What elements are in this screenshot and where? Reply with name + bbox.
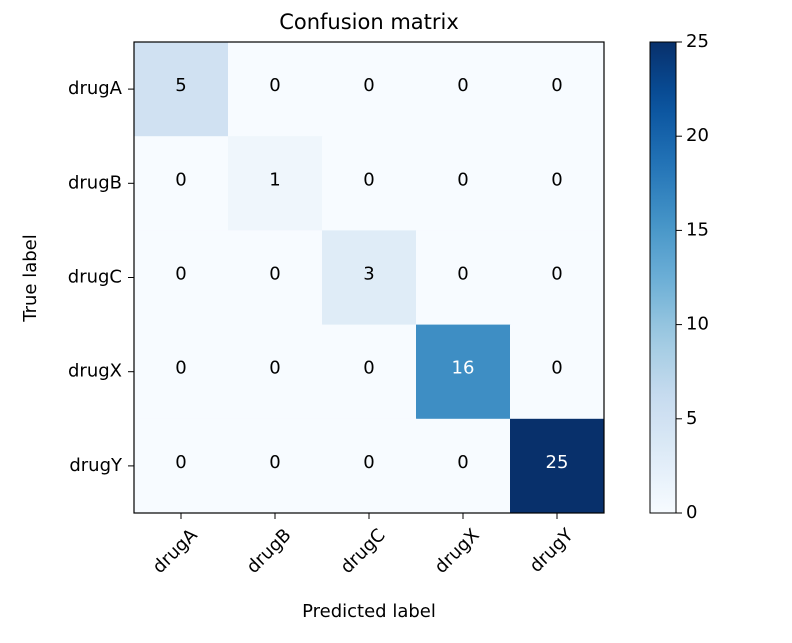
heatmap-cell — [134, 418, 229, 514]
cell-value-label: 0 — [175, 169, 186, 190]
y-axis-label: True label — [20, 234, 41, 323]
cell-value-label: 3 — [363, 264, 374, 285]
cell-value-label: 0 — [363, 75, 374, 96]
heatmap-cell-labels: 5 0 0 0 0 0 1 0 0 0 0 0 3 0 0 0 0 0 16 0 0 0 0 0 25 — [175, 75, 568, 473]
y-tick-label: drugY — [69, 455, 123, 476]
colorbar-tick-label: 0 — [686, 502, 697, 523]
heatmap-cell — [322, 324, 417, 420]
cell-value-label: 0 — [363, 358, 374, 379]
y-tick-label: drugC — [68, 267, 122, 288]
cell-value-label: 0 — [457, 169, 468, 190]
heatmap-cell — [416, 42, 511, 137]
x-tick-label: drugY — [526, 524, 579, 577]
heatmap-cell — [416, 230, 511, 326]
cell-value-label: 5 — [175, 75, 186, 96]
cell-value-label: 0 — [457, 452, 468, 473]
heatmap-cell — [416, 418, 511, 514]
colorbar-tick-label: 20 — [686, 125, 709, 146]
x-axis-ticks: drugA drugB drugC drugX drugY — [149, 513, 579, 578]
cell-value-label: 0 — [551, 264, 562, 285]
heatmap-cell — [322, 418, 417, 514]
colorbar-tick-label: 25 — [686, 31, 709, 52]
x-tick-label: drugC — [336, 525, 389, 578]
heatmap-cell — [228, 230, 323, 326]
heatmap-cell — [228, 418, 323, 514]
heatmap-cell — [510, 230, 605, 326]
heatmap-cell — [322, 42, 417, 137]
heatmap-cell — [510, 324, 605, 420]
heatmap-cell — [416, 324, 511, 420]
heatmap-cell — [134, 42, 229, 137]
cell-value-label: 16 — [452, 358, 475, 379]
cell-value-label: 25 — [546, 452, 569, 473]
heatmap-cell — [134, 230, 229, 326]
heatmap-cell — [228, 42, 323, 137]
cell-value-label: 0 — [175, 264, 186, 285]
y-tick-label: drugA — [68, 78, 123, 99]
heatmap-cell — [134, 324, 229, 420]
heatmap-cell — [134, 136, 229, 231]
cell-value-label: 0 — [269, 264, 280, 285]
y-tick-label: drugB — [68, 172, 122, 193]
heatmap-cell — [322, 136, 417, 231]
heatmap-cell — [322, 230, 417, 326]
cell-value-label: 0 — [175, 358, 186, 379]
cell-value-label: 0 — [269, 452, 280, 473]
heatmap-cell — [510, 136, 605, 231]
colorbar-tick-label: 10 — [686, 314, 709, 335]
cell-value-label: 0 — [551, 169, 562, 190]
heatmap-cell — [510, 42, 605, 137]
heatmap-cell — [228, 136, 323, 231]
cell-value-label: 0 — [457, 264, 468, 285]
cell-value-label: 0 — [269, 75, 280, 96]
heatmap-cell — [416, 136, 511, 231]
cell-value-label: 1 — [269, 169, 280, 190]
colorbar-ticks: 0 5 10 15 20 25 — [676, 31, 709, 523]
y-tick-label: drugX — [68, 361, 122, 382]
heatmap-cell — [228, 324, 323, 420]
y-axis-ticks: drugA drugB drugC drugX drugY — [68, 78, 134, 476]
cell-value-label: 0 — [363, 452, 374, 473]
cell-value-label: 0 — [363, 169, 374, 190]
cell-value-label: 0 — [551, 358, 562, 379]
colorbar-tick-label: 15 — [686, 219, 709, 240]
cell-value-label: 0 — [175, 452, 186, 473]
colorbar — [649, 41, 677, 514]
cell-value-label: 0 — [551, 75, 562, 96]
chart-title: Confusion matrix — [279, 10, 459, 34]
heatmap-cell — [510, 418, 605, 514]
x-tick-label: drugX — [431, 525, 484, 578]
x-axis-label: Predicted label — [302, 601, 436, 622]
cell-value-label: 0 — [269, 358, 280, 379]
heatmap-cells — [134, 42, 605, 514]
x-tick-label: drugA — [149, 524, 202, 577]
colorbar-tick-label: 5 — [686, 408, 697, 429]
cell-value-label: 0 — [457, 75, 468, 96]
x-tick-label: drugB — [243, 525, 296, 578]
